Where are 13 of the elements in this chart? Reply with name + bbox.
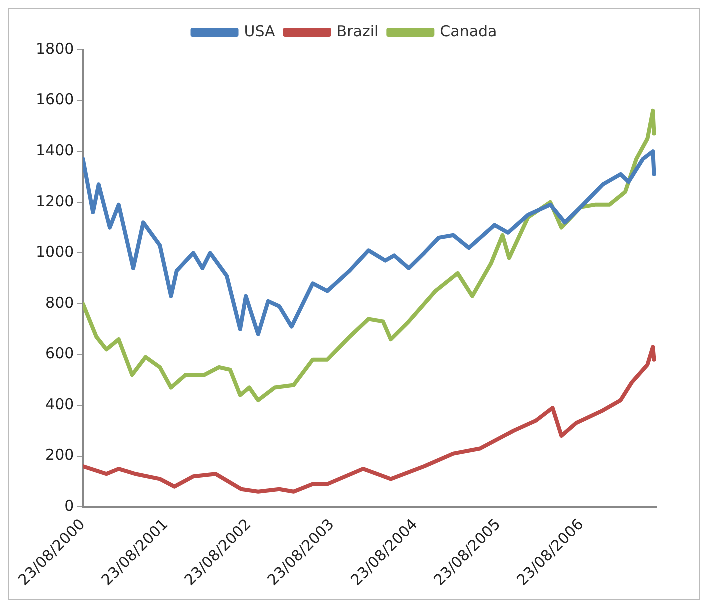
y-tick-label: 400 xyxy=(46,395,74,414)
y-tick-label: 1000 xyxy=(36,243,74,262)
y-tick-label: 1400 xyxy=(36,141,74,160)
legend-label: USA xyxy=(244,22,276,40)
y-tick-label: 1600 xyxy=(36,90,74,109)
y-tick-label: 0 xyxy=(64,497,74,516)
y-tick-label: 800 xyxy=(46,294,74,312)
legend-label: Canada xyxy=(440,22,498,40)
y-tick-label: 200 xyxy=(46,446,74,464)
y-tick-label: 600 xyxy=(46,344,74,363)
y-tick-label: 1200 xyxy=(36,192,74,210)
y-tick-label: 1800 xyxy=(36,40,74,58)
legend-label: Brazil xyxy=(336,22,379,40)
